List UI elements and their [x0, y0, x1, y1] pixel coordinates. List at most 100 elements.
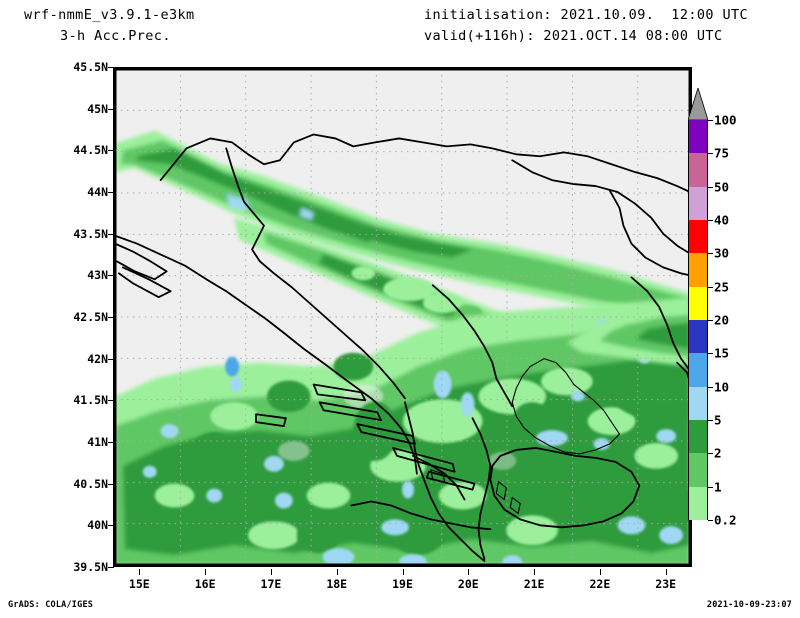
- x-tick-mark: [468, 569, 470, 575]
- y-tick-mark: [108, 233, 114, 235]
- y-tick-mark: [108, 192, 114, 193]
- colorbar-segment[interactable]: [688, 486, 708, 520]
- y-tick-mark: [108, 442, 114, 443]
- lake-ohrid: [495, 481, 507, 501]
- danube-serbia: [511, 159, 690, 255]
- colorbar-label: 25: [714, 279, 730, 295]
- colorbar-segment[interactable]: [688, 286, 708, 320]
- colorbar-label: 50: [714, 179, 730, 195]
- colorbar-tick: [708, 186, 713, 188]
- colorbar-label: 10: [714, 379, 730, 395]
- y-tick-mark: [108, 525, 114, 527]
- y-tick-label: 40N: [87, 518, 108, 533]
- colorbar-tick: [708, 253, 713, 255]
- bosnia-serbia-border: [431, 284, 514, 408]
- colorbar[interactable]: [688, 120, 708, 520]
- island-hvar: [318, 401, 383, 422]
- y-tick-label: 44N: [87, 185, 108, 199]
- x-tick-mark: [665, 569, 667, 575]
- x-tick-label: 23E: [655, 577, 677, 591]
- initialisation-time: initialisation: 2021.10.09. 12:00 UTC: [424, 7, 749, 23]
- colorbar-segment[interactable]: [688, 253, 708, 287]
- colorbar-tick: [708, 353, 713, 355]
- y-tick-mark: [108, 483, 114, 485]
- colorbar-segment[interactable]: [688, 186, 708, 220]
- y-tick-mark: [108, 400, 114, 402]
- y-tick-label: 42.5N: [73, 310, 108, 324]
- x-tick-label: 22E: [589, 577, 611, 591]
- colorbar-segment[interactable]: [688, 320, 708, 354]
- lake-shkoder: [430, 469, 446, 483]
- colorbar-tick: [708, 420, 713, 421]
- island-vis: [255, 413, 287, 428]
- montenegro-coast: [412, 454, 466, 501]
- y-tick-mark: [108, 358, 114, 360]
- gridlines: [115, 69, 690, 565]
- y-tick-label: 43N: [87, 268, 108, 283]
- croatia-north-border: [159, 133, 690, 193]
- colorbar-tick: [708, 453, 713, 455]
- colorbar-tick: [708, 220, 713, 221]
- adriatic-coastline: [115, 234, 418, 475]
- croatia-bosnia-border: [225, 147, 406, 400]
- y-tick-label: 39.5N: [73, 560, 108, 574]
- island-brac: [312, 383, 367, 402]
- colorbar-segment[interactable]: [688, 420, 708, 454]
- map-plot-area: [113, 67, 692, 567]
- colorbar-segment[interactable]: [688, 453, 708, 487]
- colorbar-over-arrow: [688, 88, 708, 120]
- y-tick-label: 41N: [87, 435, 108, 449]
- x-tick-mark: [336, 569, 338, 575]
- x-tick-label: 21E: [523, 577, 545, 591]
- kvarner-islands: [118, 266, 172, 299]
- y-tick-mark: [108, 67, 114, 68]
- colorbar-label: 20: [714, 312, 730, 328]
- x-tick-mark: [599, 569, 601, 575]
- y-tick-label: 45.5N: [73, 60, 108, 74]
- colorbar-segment[interactable]: [688, 153, 708, 187]
- colorbar-segment[interactable]: [688, 353, 708, 387]
- colorbar-label: 100: [714, 112, 737, 128]
- x-tick-label: 18E: [326, 577, 348, 591]
- kosovo-border: [511, 358, 621, 455]
- lake-prespa: [509, 496, 521, 514]
- y-tick-label: 40.5N: [73, 476, 108, 491]
- island-mljet: [425, 470, 476, 491]
- greece-north-border: [350, 500, 492, 531]
- model-title: wrf-nmmE_v3.9.1-e3km: [24, 7, 195, 23]
- x-tick-mark: [205, 569, 207, 575]
- colorbar-label: 1: [714, 479, 722, 495]
- y-tick-label: 41.5N: [73, 393, 108, 408]
- footer-timestamp: 2021-10-09-23:07: [706, 600, 792, 610]
- serbia-bulgaria-border: [630, 276, 690, 372]
- colorbar-segment[interactable]: [688, 120, 708, 154]
- field-title: 3-h Acc.Prec.: [60, 28, 171, 44]
- x-axis: 15E 16E 17E 18E 19E 20E 21E 22E 23E: [113, 569, 692, 595]
- coastlines-and-borders: [115, 133, 690, 562]
- y-axis: 45.5N 45N 44.5N 44N 43.5N 43N 42.5N 42N 41.5N 41N…: [0, 60, 114, 574]
- colorbar-label: 5: [714, 412, 722, 428]
- colorbar-label: 40: [714, 212, 730, 228]
- x-tick-mark: [402, 569, 404, 575]
- x-tick-mark: [534, 569, 536, 575]
- island-peljesac: [392, 447, 456, 473]
- istria-coast: [115, 242, 168, 281]
- x-tick-label: 15E: [128, 577, 150, 591]
- colorbar-label: 0.2: [714, 512, 737, 528]
- colorbar-segment[interactable]: [688, 220, 708, 254]
- x-tick-label: 20E: [457, 577, 479, 591]
- colorbar-label: 30: [714, 245, 730, 261]
- y-tick-label: 43.5N: [73, 226, 108, 241]
- x-tick-mark: [270, 569, 272, 575]
- y-tick-mark: [108, 108, 114, 110]
- y-tick-mark: [108, 275, 114, 277]
- x-tick-mark: [139, 569, 141, 575]
- colorbar-tick: [708, 520, 713, 521]
- precip-band-northwest: [115, 130, 690, 325]
- serbia-romania-border: [608, 189, 690, 277]
- y-tick-mark: [108, 317, 114, 318]
- albania-coast: [404, 401, 486, 562]
- colorbar-label: 15: [714, 345, 730, 361]
- colorbar-segment[interactable]: [688, 386, 708, 420]
- x-tick-label: 17E: [260, 577, 282, 591]
